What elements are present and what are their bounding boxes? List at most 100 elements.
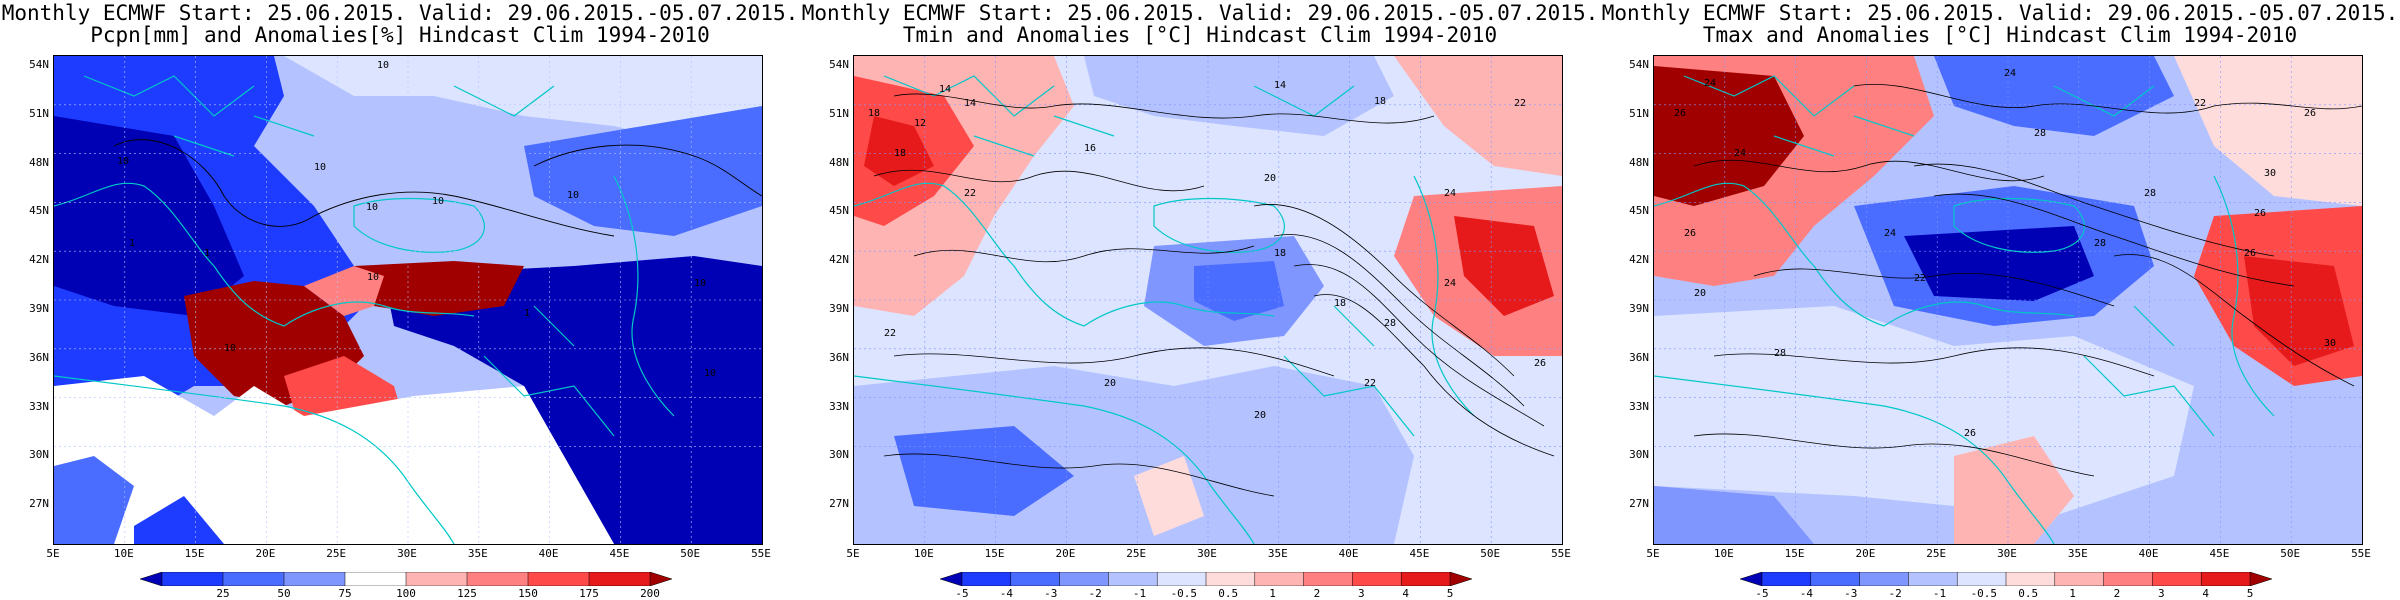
lat-tick-label: 39N <box>29 302 49 315</box>
strong-negative-anomaly <box>54 116 244 316</box>
colorbar-tick-label: -0.5 <box>1170 587 1198 600</box>
lon-tick-label: 25E <box>1126 547 1147 560</box>
contour-label: 14 <box>939 84 951 95</box>
colorbar-segment <box>466 572 529 586</box>
colorbar-segment <box>1400 572 1451 586</box>
colorbar-segment <box>1108 572 1158 586</box>
lon-tick-label: 30E <box>397 547 417 560</box>
colorbar-segment <box>1810 572 1861 586</box>
contour-label: 10 <box>694 278 706 289</box>
colorbar-max-arrow <box>2249 572 2272 586</box>
lon-tick-label: 45E <box>609 547 630 560</box>
lat-tick-label: 36N <box>29 350 49 364</box>
tmin-map-svg: 14 14 18 18 14 22 12 16 18 20 22 18 24 2… <box>854 56 1562 544</box>
lat-tick-label: 27N <box>29 497 49 511</box>
coastlines <box>1654 75 2275 544</box>
contour-label: 22 <box>1364 378 1376 389</box>
contour-label: 24 <box>1444 188 1456 199</box>
colorbar-tick-label: 0.5 <box>2018 587 2039 600</box>
lat-tick-label: 36N <box>1629 350 1649 364</box>
contour-label: 1 <box>524 308 530 319</box>
colorbar-tick-label: -2 <box>1088 587 1102 600</box>
panel-title-line2: Tmin and Anomalies [°C] Hindcast Clim 19… <box>902 23 1498 47</box>
lon-tick-label: 40E <box>538 547 559 560</box>
colorbar-tick-label: 3 <box>1357 587 1365 600</box>
weak-positive-northeast <box>2174 56 2362 206</box>
panel-tmax: Monthly ECMWF Start: 25.06.2015. Valid: … <box>1600 0 2400 600</box>
lon-tick-label: 50E <box>680 547 701 560</box>
colorbar-tick-label: 1 <box>2069 587 2076 600</box>
contour-label: 1 <box>129 238 135 249</box>
colorbar-tick-label: -5 <box>1755 587 1769 600</box>
negative-anomaly-southwest <box>1654 486 1814 544</box>
colorbar-min-arrow <box>940 572 963 586</box>
lon-tick-label: 5E <box>46 547 60 560</box>
lat-tick-label: 42N <box>829 253 849 267</box>
colorbar-segment <box>161 572 224 586</box>
colorbar-segment <box>283 572 346 586</box>
contour-label: 22 <box>2194 98 2206 109</box>
colorbar-min-arrow <box>1740 572 1763 586</box>
cold-anomaly-sahara <box>894 426 1074 516</box>
contour-label: 10 <box>704 368 716 379</box>
lon-tick-label: 15E <box>1784 547 1805 560</box>
colorbar-tick-label: 0.5 <box>1218 587 1239 600</box>
colorbar-min-arrow <box>140 572 163 586</box>
lon-tick-label: 50E <box>2280 547 2301 560</box>
colorbar-tick-label: -0.5 <box>1970 587 1998 600</box>
lon-tick-label: 55E <box>751 547 771 560</box>
colorbar-segment <box>1059 572 1110 586</box>
contour-label: 1 <box>204 248 210 259</box>
precipitation-map-svg: 10 10 10 10 10 10 10 10 1 1 1 10 10 <box>54 56 762 544</box>
colorbar-tick-label: 150 <box>518 587 538 600</box>
coastlines <box>54 75 675 544</box>
contour-label: 20 <box>1254 410 1266 421</box>
lat-tick-label: 54N <box>29 58 49 71</box>
negative-anomaly-east <box>384 256 762 544</box>
colorbar-segment <box>1010 572 1061 586</box>
lon-tick-label: 15E <box>184 547 205 560</box>
panel-title-line2: Tmax and Anomalies [°C] Hindcast Clim 19… <box>1702 23 2298 47</box>
contour-label: 28 <box>2034 128 2046 139</box>
contour-label: 26 <box>1964 428 1976 439</box>
contour-label: 22 <box>884 328 896 339</box>
lon-tick-label: 35E <box>2067 547 2088 560</box>
graticule <box>854 56 1562 544</box>
colorbar-segment <box>2103 572 2154 586</box>
contour-label: 26 <box>1534 358 1546 369</box>
colorbar-tick-label: 2 <box>2113 587 2121 600</box>
colorbar-tick-label: -5 <box>955 587 969 600</box>
contour-label: 24 <box>1704 78 1716 89</box>
contour-label: 10 <box>366 202 378 213</box>
colorbar-segment <box>1956 572 2007 586</box>
lat-tick-label: 30N <box>29 448 49 462</box>
contour-label: 10 <box>314 162 326 173</box>
contour-label: 26 <box>2254 208 2266 219</box>
lon-tick-label: 40E <box>2138 547 2159 560</box>
contour-label: 20 <box>1104 378 1116 389</box>
lon-tick-label: 45E <box>1409 547 1430 560</box>
negative-anomaly-southcentral <box>134 496 224 544</box>
contour-label: 14 <box>964 98 976 109</box>
contour-label: 10 <box>367 272 379 283</box>
colorbar-tick-label: -1 <box>1132 587 1147 600</box>
colorbar-segment <box>1908 572 1958 586</box>
contour-label: 24 <box>2004 68 2016 79</box>
lat-tick-label: 30N <box>829 448 849 462</box>
hot-anomaly-iraq <box>2244 256 2354 366</box>
negative-anomaly-northeast <box>524 106 762 236</box>
warm-anomaly-core <box>864 116 934 186</box>
lat-tick-label: 27N <box>1629 497 1649 511</box>
colorbar-tick-label: -4 <box>999 587 1013 600</box>
lon-tick-label: 35E <box>1267 547 1288 560</box>
contour-label: 18 <box>894 148 906 159</box>
colorbar-tick-label: -4 <box>1799 587 1813 600</box>
lat-tick-label: 45N <box>1629 204 1649 218</box>
colorbar-segment <box>2054 572 2105 586</box>
positive-anomaly-transition <box>304 266 384 316</box>
colorbar-tick-label: 175 <box>579 587 599 600</box>
lon-tick-label: 20E <box>255 547 276 560</box>
lat-tick-label: 33N <box>29 399 49 413</box>
colorbar-tick-label: -3 <box>1844 587 1858 600</box>
